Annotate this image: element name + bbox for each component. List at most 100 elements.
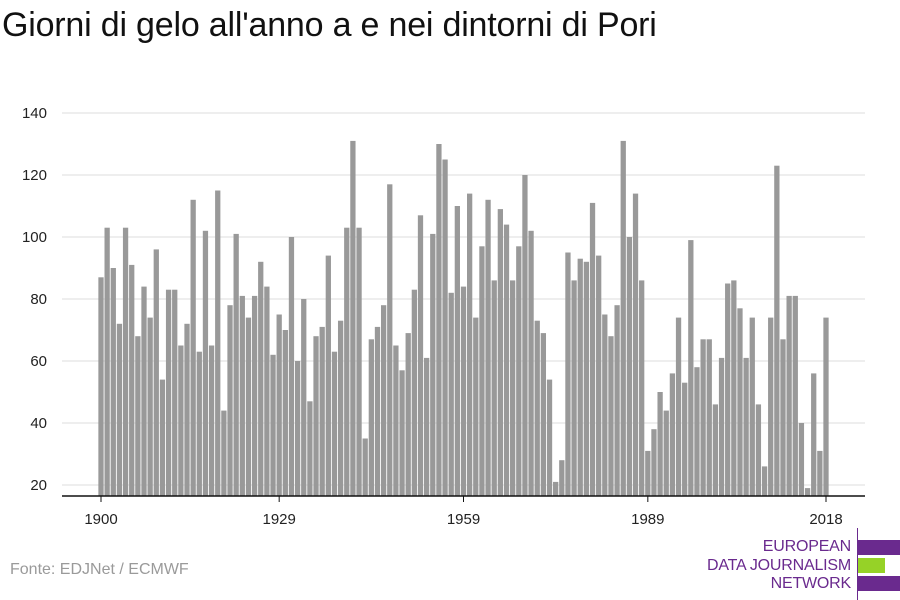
bar-1966 bbox=[503, 224, 510, 496]
bar-1928 bbox=[270, 354, 276, 496]
bar-2016 bbox=[811, 373, 817, 496]
bar-1951 bbox=[411, 289, 417, 496]
bar-1915 bbox=[190, 199, 196, 497]
bar-1911 bbox=[165, 289, 172, 496]
bar-1931 bbox=[288, 237, 295, 496]
bar-1957 bbox=[448, 292, 454, 496]
bar-1932 bbox=[294, 361, 301, 496]
bar-1921 bbox=[227, 305, 233, 496]
y-tick-label: 40 bbox=[30, 415, 47, 432]
bar-1968 bbox=[516, 246, 522, 496]
bar-1979 bbox=[583, 261, 590, 496]
bar-1988 bbox=[639, 280, 645, 496]
bar-1925 bbox=[251, 295, 258, 496]
bar-1920 bbox=[221, 410, 227, 496]
bar-1933 bbox=[301, 299, 307, 496]
bar-2009 bbox=[768, 317, 774, 496]
bar-1937 bbox=[325, 255, 331, 496]
bar-1978 bbox=[577, 258, 583, 496]
bar-1974 bbox=[553, 481, 559, 496]
bar-2007 bbox=[755, 404, 762, 496]
bar-1948 bbox=[393, 345, 399, 496]
bar-1980 bbox=[589, 202, 596, 496]
y-tick-label: 100 bbox=[22, 229, 47, 246]
logo-line-1: EUROPEAN bbox=[762, 538, 851, 555]
bar-1982 bbox=[602, 314, 608, 496]
y-tick-label: 60 bbox=[30, 353, 47, 370]
bar-1967 bbox=[510, 280, 516, 496]
bar-1930 bbox=[282, 330, 288, 496]
bar-1946 bbox=[380, 305, 387, 496]
bar-1944 bbox=[368, 339, 374, 496]
bar-1922 bbox=[233, 233, 239, 496]
bar-1924 bbox=[245, 317, 252, 496]
bar-1996 bbox=[688, 240, 694, 496]
bar-2004 bbox=[737, 308, 743, 496]
bar-1977 bbox=[571, 280, 577, 496]
bar-1959 bbox=[460, 286, 467, 496]
bar-1955 bbox=[436, 144, 442, 496]
bar-1953 bbox=[423, 357, 430, 496]
bar-1962 bbox=[479, 246, 485, 496]
bar-1910 bbox=[159, 379, 166, 496]
bar-1952 bbox=[417, 215, 424, 497]
bar-1954 bbox=[430, 233, 436, 496]
y-tick-label: 20 bbox=[30, 477, 47, 494]
bar-1934 bbox=[307, 401, 313, 496]
bar-1908 bbox=[147, 317, 153, 496]
logo-bar-purple-bottom bbox=[858, 576, 900, 591]
x-tick-label: 1900 bbox=[84, 511, 117, 528]
bar-1999 bbox=[706, 339, 712, 496]
bar-1969 bbox=[522, 175, 528, 496]
bar-1984 bbox=[614, 305, 620, 496]
bar-2006 bbox=[749, 317, 755, 496]
y-tick-label: 140 bbox=[22, 105, 47, 122]
bar-2013 bbox=[792, 295, 798, 496]
bar-2012 bbox=[786, 295, 792, 496]
bar-1963 bbox=[485, 199, 491, 497]
bar-1918 bbox=[208, 345, 215, 496]
x-tick-label: 1989 bbox=[631, 511, 664, 528]
bar-1993 bbox=[669, 373, 676, 496]
x-tick-label: 1959 bbox=[447, 511, 480, 528]
bar-1935 bbox=[313, 336, 319, 496]
edjnet-logo[interactable]: EUROPEAN DATA JOURNALISM NETWORK bbox=[700, 528, 900, 600]
bar-2000 bbox=[712, 404, 719, 496]
y-axis-tick-labels: 20 40 60 80 100 120 140 bbox=[22, 105, 47, 494]
bar-1989 bbox=[645, 450, 651, 496]
bar-1900 bbox=[98, 277, 104, 496]
bar-1970 bbox=[528, 230, 534, 497]
bar-1995 bbox=[682, 382, 688, 496]
bar-2011 bbox=[780, 339, 786, 496]
bar-1926 bbox=[258, 261, 264, 496]
bar-1916 bbox=[196, 351, 202, 496]
bar-2008 bbox=[761, 466, 768, 496]
bar-1972 bbox=[540, 333, 547, 496]
bar-1940 bbox=[344, 227, 350, 496]
bar-1990 bbox=[651, 429, 657, 496]
bar-1903 bbox=[116, 323, 123, 496]
bar-1914 bbox=[184, 323, 190, 496]
bar-1941 bbox=[350, 140, 356, 496]
bar-2018 bbox=[823, 317, 829, 496]
x-axis: 1900 1929 1959 1989 2018 bbox=[62, 495, 865, 528]
bar-1991 bbox=[657, 392, 663, 496]
bar-1919 bbox=[215, 190, 221, 496]
bar-1965 bbox=[497, 209, 503, 496]
bar-1986 bbox=[626, 237, 633, 496]
bar-1976 bbox=[565, 252, 571, 496]
bar-1929 bbox=[276, 314, 282, 496]
bar-1923 bbox=[239, 295, 245, 496]
bar-1906 bbox=[135, 336, 141, 496]
logo-bar-green bbox=[858, 558, 885, 573]
bar-1992 bbox=[663, 410, 669, 496]
bar-1905 bbox=[129, 264, 135, 496]
bar-1943 bbox=[362, 438, 368, 496]
bar-1975 bbox=[559, 460, 565, 496]
bar-1958 bbox=[454, 206, 460, 496]
bar-1956 bbox=[442, 159, 448, 496]
bar-1902 bbox=[110, 268, 116, 496]
bar-1904 bbox=[122, 227, 129, 496]
chart-title: Giorni di gelo all'anno a e nei dintorni… bbox=[2, 6, 657, 44]
